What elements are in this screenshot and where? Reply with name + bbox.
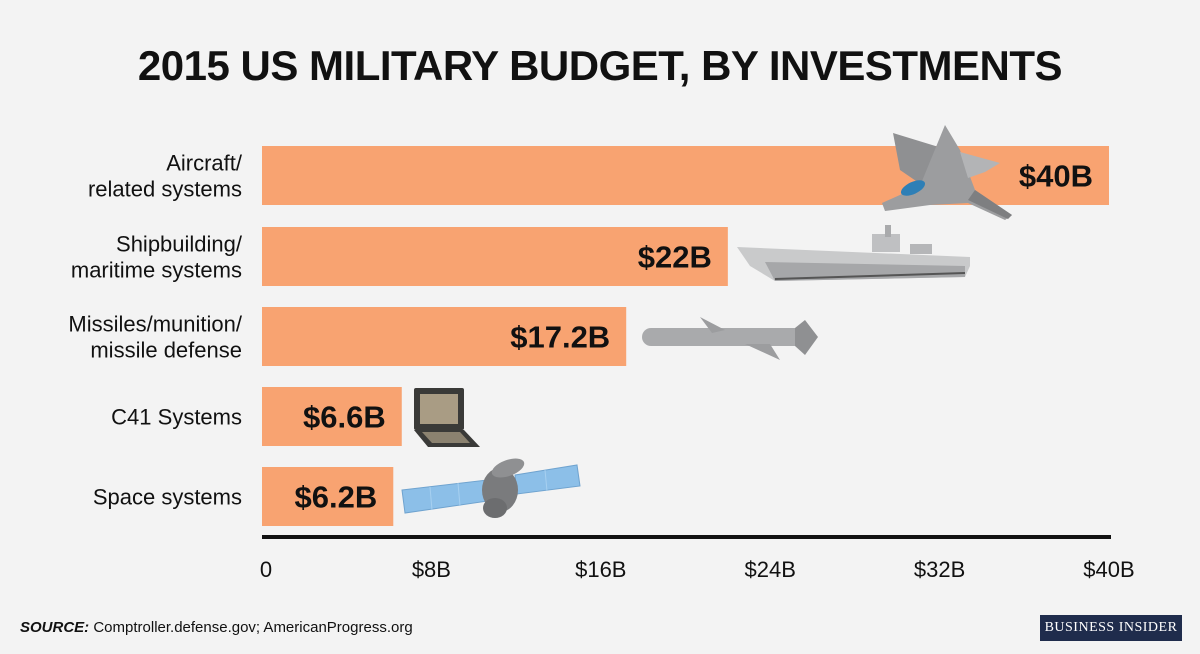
x-tick-label: $8B xyxy=(412,557,451,582)
data-label: $6.2B xyxy=(295,480,378,515)
satellite-icon xyxy=(401,458,581,518)
bar xyxy=(262,307,627,366)
warship-icon xyxy=(737,225,970,281)
data-label: $17.2B xyxy=(510,320,610,355)
category-label: Space systems xyxy=(93,485,242,510)
data-label: $22B xyxy=(638,240,712,275)
data-label: $6.6B xyxy=(303,400,386,435)
fighter-jet-icon xyxy=(882,125,1012,220)
bar xyxy=(262,467,394,526)
category-label: C41 Systems xyxy=(111,405,242,430)
data-label: $40B xyxy=(1019,159,1093,194)
laptop-icon xyxy=(414,388,480,447)
source-label: SOURCE: xyxy=(20,619,90,636)
x-tick-label: $24B xyxy=(745,557,796,582)
bar xyxy=(262,227,728,286)
missile-icon xyxy=(642,317,818,360)
chart-title: 2015 US MILITARY BUDGET, BY INVESTMENTS xyxy=(137,42,1063,89)
x-tick-label: $16B xyxy=(575,557,626,582)
category-label: Aircraft/related systems xyxy=(88,151,243,202)
category-label: Shipbuilding/maritime systems xyxy=(71,232,243,283)
category-label: Missiles/munition/missile defense xyxy=(68,312,242,363)
business-insider-logo: BUSINESS INSIDER xyxy=(1040,615,1182,641)
source-text: Comptroller.defense.gov; AmericanProgres… xyxy=(89,619,413,636)
x-tick-label: 0 xyxy=(260,557,272,582)
bar xyxy=(262,387,402,446)
x-tick-label: $32B xyxy=(914,557,965,582)
x-tick-label: $40B xyxy=(1083,557,1134,582)
source-note: SOURCE: Comptroller.defense.gov; America… xyxy=(20,619,413,636)
